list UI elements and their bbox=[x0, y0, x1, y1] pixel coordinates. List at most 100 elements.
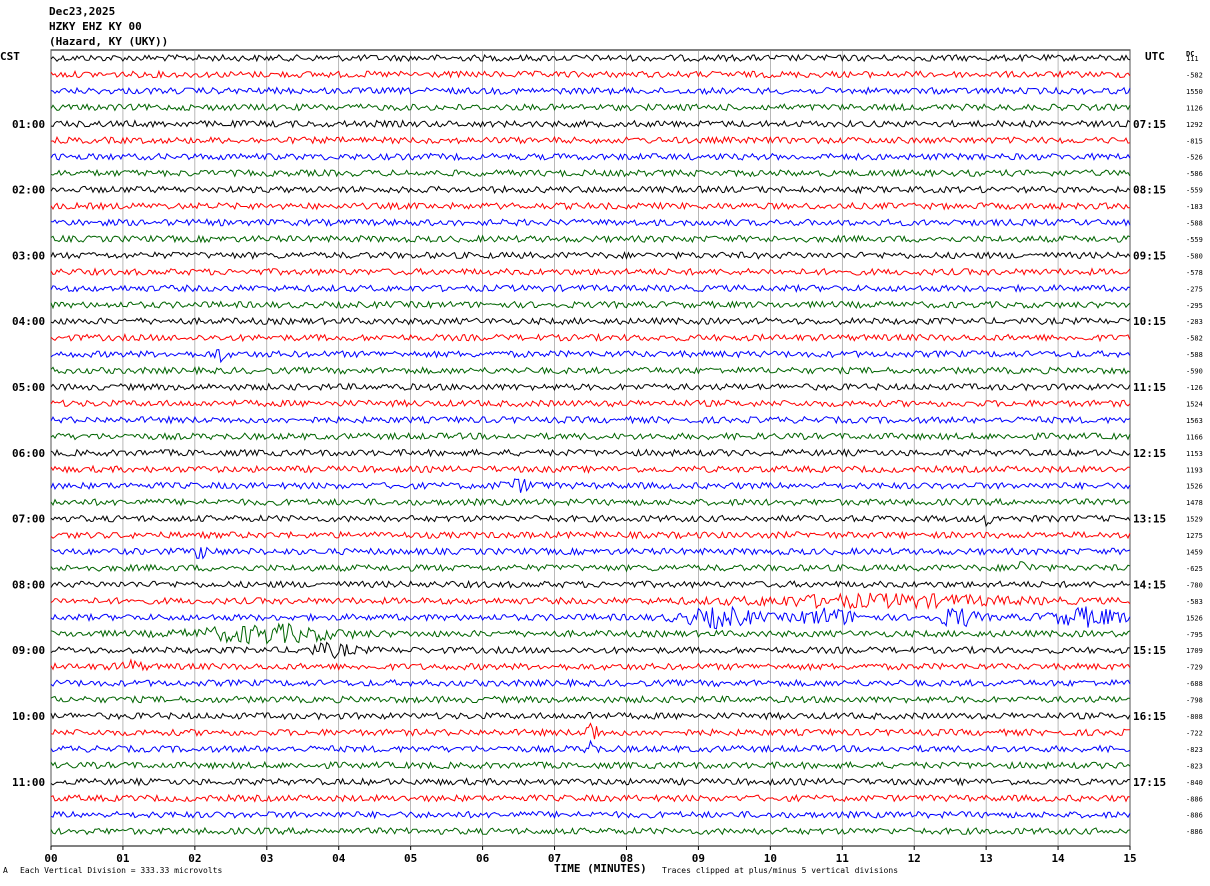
trace-line bbox=[50, 678, 1131, 688]
utc-hour-label: 14:15 bbox=[1133, 578, 1166, 591]
x-tick-label: 06 bbox=[476, 852, 490, 865]
utc-hour-label: 17:15 bbox=[1133, 776, 1166, 789]
utc-hour-label: 11:15 bbox=[1133, 381, 1166, 394]
dc-value: -583 bbox=[1186, 598, 1203, 606]
cst-hour-label: 10:00 bbox=[12, 710, 45, 723]
x-tick-label: 04 bbox=[332, 852, 346, 865]
trace-line bbox=[50, 694, 1131, 704]
dc-value: 1275 bbox=[1186, 532, 1203, 540]
dc-value: -183 bbox=[1186, 203, 1203, 211]
dc-value: -840 bbox=[1186, 779, 1203, 787]
dc-value: -780 bbox=[1186, 581, 1203, 589]
cst-hour-label: 01:00 bbox=[12, 118, 45, 131]
dc-value: -295 bbox=[1186, 302, 1203, 310]
dc-value: -586 bbox=[1186, 170, 1203, 178]
cst-hour-label: 07:00 bbox=[12, 513, 45, 526]
trace-line bbox=[50, 267, 1131, 277]
dc-value: 1524 bbox=[1186, 400, 1203, 408]
dc-value: -886 bbox=[1186, 828, 1203, 836]
dc-value: -526 bbox=[1186, 154, 1203, 162]
dc-value: -722 bbox=[1186, 729, 1203, 737]
trace-line bbox=[50, 592, 1131, 610]
trace-line bbox=[50, 777, 1131, 787]
dc-value: 1153 bbox=[1186, 450, 1203, 458]
dc-value: -808 bbox=[1186, 713, 1203, 721]
trace-line bbox=[50, 365, 1131, 376]
dc-value: -795 bbox=[1186, 631, 1203, 639]
dc-value: -582 bbox=[1186, 335, 1203, 343]
x-tick-label: 03 bbox=[260, 852, 273, 865]
trace-line bbox=[50, 316, 1131, 326]
trace-line bbox=[50, 622, 1131, 645]
dc-value: -886 bbox=[1186, 812, 1203, 820]
corner-mark: A bbox=[3, 866, 8, 875]
station-location: (Hazard, KY (UKY)) bbox=[49, 35, 169, 48]
utc-hour-label: 08:15 bbox=[1133, 184, 1166, 197]
dc-value: 111 bbox=[1186, 55, 1199, 63]
trace-line bbox=[50, 641, 1131, 660]
dc-value: -798 bbox=[1186, 697, 1203, 705]
trace-line bbox=[50, 184, 1131, 195]
dc-value: -582 bbox=[1186, 71, 1203, 79]
plot-grid bbox=[50, 49, 1131, 850]
dc-value: 1459 bbox=[1186, 549, 1203, 557]
trace-line bbox=[50, 152, 1131, 162]
dc-value: -588 bbox=[1186, 220, 1203, 228]
trace-line bbox=[50, 793, 1131, 803]
trace-line bbox=[50, 102, 1131, 112]
utc-hour-label: 13:15 bbox=[1133, 513, 1166, 526]
dc-value: -588 bbox=[1186, 351, 1203, 359]
dc-value: -283 bbox=[1186, 318, 1203, 326]
trace-line bbox=[50, 69, 1131, 79]
dc-value: -559 bbox=[1186, 236, 1203, 244]
seismic-traces bbox=[50, 53, 1131, 836]
cst-axis-title: CST bbox=[0, 50, 20, 63]
trace-line bbox=[50, 497, 1131, 507]
trace-line bbox=[50, 722, 1130, 740]
trace-line bbox=[50, 234, 1131, 244]
clip-note: Traces clipped at plus/minus 5 vertical … bbox=[662, 866, 899, 875]
trace-line bbox=[50, 530, 1131, 540]
trace-line bbox=[50, 250, 1131, 260]
utc-hour-label: 10:15 bbox=[1133, 315, 1166, 328]
scale-note: Each Vertical Division = 333.33 microvol… bbox=[20, 866, 223, 875]
trace-line bbox=[50, 448, 1131, 458]
cst-hour-label: 03:00 bbox=[12, 249, 45, 262]
dc-value: 1526 bbox=[1186, 614, 1203, 622]
utc-axis-title: UTC bbox=[1145, 50, 1165, 63]
x-tick-label: 01 bbox=[116, 852, 130, 865]
trace-line bbox=[50, 300, 1131, 310]
dc-value: -590 bbox=[1186, 368, 1203, 376]
trace-line bbox=[50, 349, 1131, 364]
x-tick-label: 05 bbox=[404, 852, 417, 865]
trace-line bbox=[50, 478, 1131, 493]
dc-value: 1526 bbox=[1186, 483, 1203, 491]
x-tick-label: 02 bbox=[188, 852, 201, 865]
trace-line bbox=[50, 201, 1130, 211]
trace-line bbox=[50, 168, 1131, 178]
trace-line bbox=[50, 415, 1131, 425]
dc-value: -625 bbox=[1186, 565, 1203, 573]
trace-line bbox=[50, 464, 1131, 474]
dc-value: 1563 bbox=[1186, 417, 1203, 425]
dc-value: 1529 bbox=[1186, 516, 1203, 524]
trace-line bbox=[50, 135, 1131, 145]
dc-value: 1193 bbox=[1186, 466, 1203, 474]
trace-line bbox=[50, 399, 1131, 408]
utc-hour-label: 07:15 bbox=[1133, 118, 1166, 131]
trace-line bbox=[50, 739, 1131, 754]
dc-value: -823 bbox=[1186, 762, 1203, 770]
trace-line bbox=[50, 332, 1131, 343]
dc-value: 1292 bbox=[1186, 121, 1203, 129]
x-tick-label: 15 bbox=[1123, 852, 1136, 865]
dc-axis-title: DC bbox=[1186, 50, 1195, 58]
x-tick-label: 00 bbox=[44, 852, 57, 865]
trace-line bbox=[50, 760, 1131, 770]
cst-hour-label: 04:00 bbox=[12, 315, 45, 328]
x-axis-label: TIME (MINUTES) bbox=[554, 862, 647, 875]
trace-line bbox=[50, 382, 1131, 392]
dc-value: -823 bbox=[1186, 746, 1203, 754]
trace-line bbox=[50, 218, 1131, 227]
dc-value: -578 bbox=[1186, 269, 1203, 277]
